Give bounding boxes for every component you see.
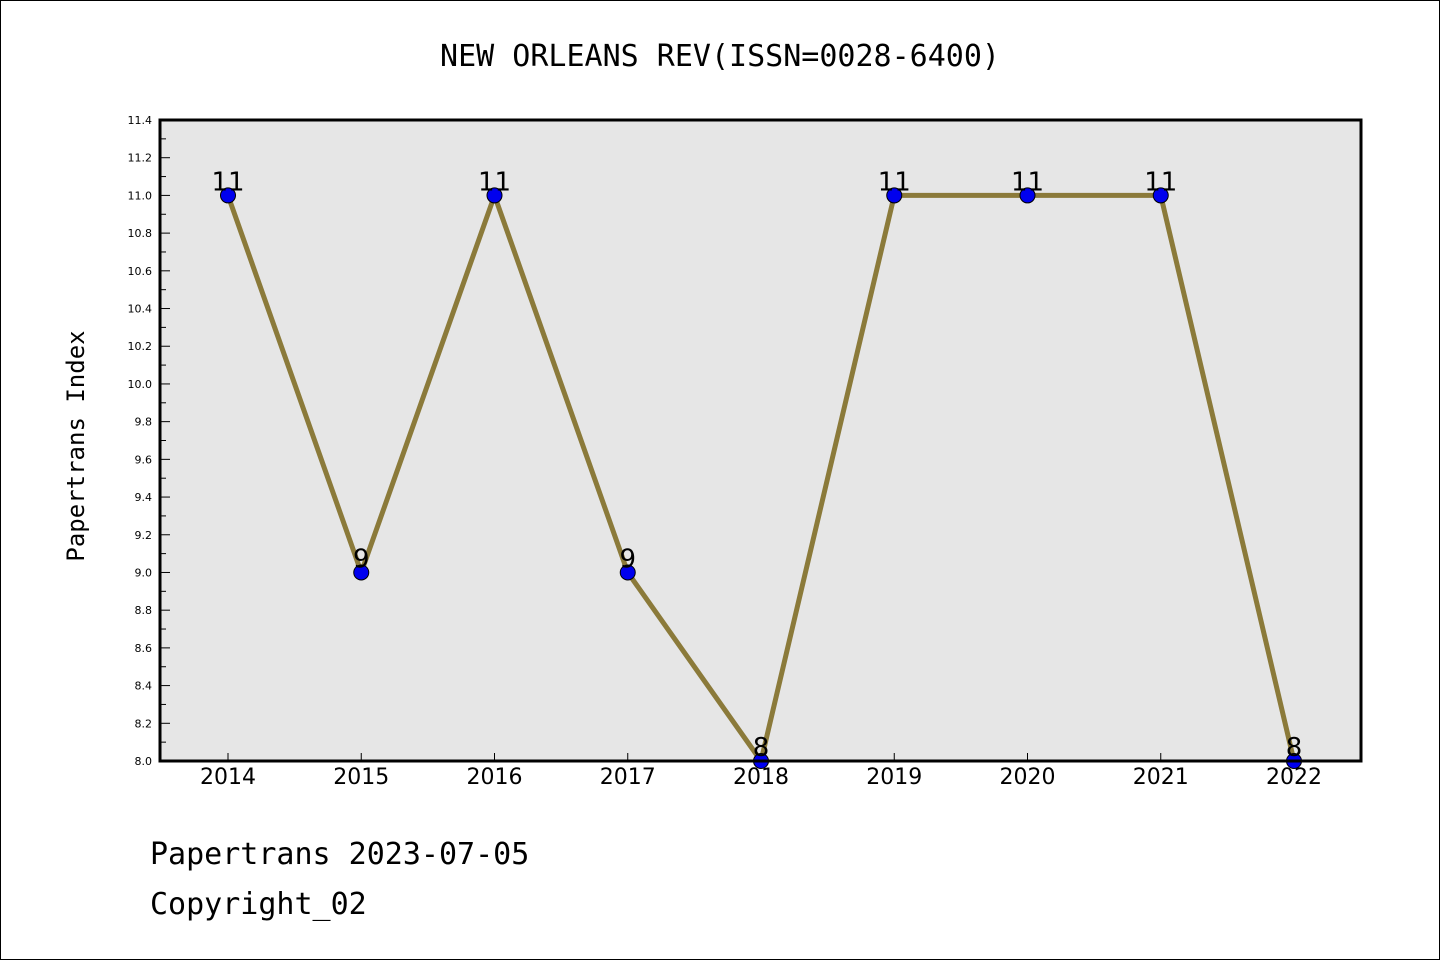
y-tick-label: 9.8: [135, 416, 153, 429]
data-label: 9: [619, 544, 636, 574]
x-tick-label: 2018: [733, 765, 789, 790]
y-tick-label: 10.0: [128, 378, 153, 391]
y-tick-label: 8.8: [135, 604, 153, 617]
y-tick-label: 10.6: [128, 265, 153, 278]
x-tick-label: 2019: [866, 765, 922, 790]
data-label: 8: [1286, 733, 1303, 763]
x-tick-label: 2020: [1000, 765, 1056, 790]
footer-copyright: Copyright_02: [150, 887, 367, 922]
data-label: 11: [1011, 167, 1044, 197]
y-tick-label: 11.4: [128, 114, 153, 127]
plot-border: [158, 118, 1363, 763]
x-axis-ticks: 2014 2015 2016 2017 2018 2019 2020 2021 2022: [200, 753, 1322, 790]
chart-title: NEW ORLEANS REV(ISSN=0028-6400): [440, 39, 1000, 74]
y-tick-label: 8.4: [135, 680, 153, 693]
x-tick-label: 2021: [1133, 765, 1189, 790]
data-point: [1019, 187, 1036, 204]
data-point: [353, 564, 370, 581]
data-label: 8: [753, 733, 770, 763]
footer-date: Papertrans 2023-07-05: [150, 837, 529, 872]
y-tick-label: 11.2: [128, 152, 153, 165]
data-label: 11: [878, 167, 911, 197]
plot-area: [160, 120, 1361, 761]
y-tick-label: 10.4: [128, 303, 153, 316]
data-point: [220, 187, 236, 204]
data-label: 11: [211, 167, 244, 197]
data-label: 11: [1144, 167, 1177, 197]
y-tick-label: 8.6: [135, 642, 153, 655]
x-tick-label: 2014: [200, 765, 256, 790]
data-label: 11: [478, 167, 511, 197]
y-tick-label: 9.0: [135, 566, 153, 579]
data-point: [486, 187, 503, 204]
data-point: [619, 564, 636, 581]
series-layer: 11 9 11 9 8 11 11 11 8: [211, 167, 1303, 769]
data-point: [1152, 187, 1169, 204]
x-tick-label: 2015: [333, 765, 389, 790]
data-point: [886, 187, 903, 204]
y-tick-label: 10.2: [128, 340, 153, 353]
y-tick-label: 9.6: [135, 453, 153, 466]
x-tick-label: 2016: [467, 765, 523, 790]
y-tick-label: 9.2: [135, 529, 153, 542]
x-tick-label: 2017: [600, 765, 656, 790]
y-axis-label: Papertrans Index: [62, 330, 90, 561]
y-tick-label: 9.4: [135, 491, 153, 504]
y-tick-label: 8.2: [135, 717, 153, 730]
x-tick-label: 2022: [1266, 765, 1322, 790]
y-axis-ticks: 8.0 8.2 8.4 8.6 8.8 9.0 9.2 9.4 9.6 9.8 10.0 10.2 10…: [128, 114, 170, 768]
y-tick-label: 8.0: [135, 755, 153, 768]
data-label: 9: [353, 544, 370, 574]
y-tick-label: 11.0: [128, 189, 153, 202]
y-tick-label: 10.8: [128, 227, 153, 240]
